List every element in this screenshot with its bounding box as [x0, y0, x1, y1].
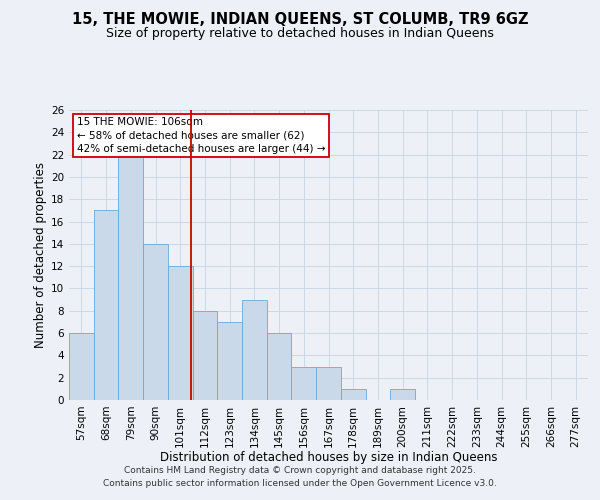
- Text: Contains HM Land Registry data © Crown copyright and database right 2025.
Contai: Contains HM Land Registry data © Crown c…: [103, 466, 497, 487]
- Text: 15, THE MOWIE, INDIAN QUEENS, ST COLUMB, TR9 6GZ: 15, THE MOWIE, INDIAN QUEENS, ST COLUMB,…: [72, 12, 528, 28]
- X-axis label: Distribution of detached houses by size in Indian Queens: Distribution of detached houses by size …: [160, 451, 497, 464]
- Bar: [292, 366, 316, 400]
- Bar: [267, 333, 292, 400]
- Bar: [94, 210, 118, 400]
- Text: Size of property relative to detached houses in Indian Queens: Size of property relative to detached ho…: [106, 28, 494, 40]
- Y-axis label: Number of detached properties: Number of detached properties: [34, 162, 47, 348]
- Bar: [316, 366, 341, 400]
- Bar: [69, 333, 94, 400]
- Bar: [143, 244, 168, 400]
- Text: 15 THE MOWIE: 106sqm
← 58% of detached houses are smaller (62)
42% of semi-detac: 15 THE MOWIE: 106sqm ← 58% of detached h…: [77, 117, 325, 154]
- Bar: [217, 322, 242, 400]
- Bar: [242, 300, 267, 400]
- Bar: [118, 154, 143, 400]
- Bar: [193, 311, 217, 400]
- Bar: [168, 266, 193, 400]
- Bar: [341, 389, 365, 400]
- Bar: [390, 389, 415, 400]
